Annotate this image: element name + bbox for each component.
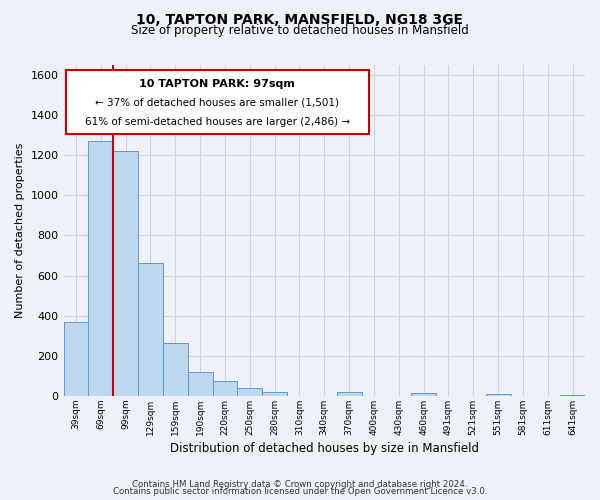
Text: Contains public sector information licensed under the Open Government Licence v3: Contains public sector information licen… bbox=[113, 487, 487, 496]
Text: ← 37% of detached houses are smaller (1,501): ← 37% of detached houses are smaller (1,… bbox=[95, 97, 340, 107]
Bar bbox=[560, 395, 585, 396]
Bar bbox=[113, 151, 138, 396]
Text: 10, TAPTON PARK, MANSFIELD, NG18 3GE: 10, TAPTON PARK, MANSFIELD, NG18 3GE bbox=[137, 12, 464, 26]
X-axis label: Distribution of detached houses by size in Mansfield: Distribution of detached houses by size … bbox=[170, 442, 479, 455]
Text: Contains HM Land Registry data © Crown copyright and database right 2024.: Contains HM Land Registry data © Crown c… bbox=[132, 480, 468, 489]
Bar bbox=[188, 372, 212, 396]
Text: Size of property relative to detached houses in Mansfield: Size of property relative to detached ho… bbox=[131, 24, 469, 37]
Text: 61% of semi-detached houses are larger (2,486) →: 61% of semi-detached houses are larger (… bbox=[85, 117, 350, 127]
Bar bbox=[485, 394, 511, 396]
Y-axis label: Number of detached properties: Number of detached properties bbox=[15, 143, 25, 318]
Bar bbox=[337, 392, 362, 396]
Bar bbox=[238, 388, 262, 396]
Text: 10 TAPTON PARK: 97sqm: 10 TAPTON PARK: 97sqm bbox=[139, 79, 295, 89]
Bar bbox=[262, 392, 287, 396]
Bar bbox=[64, 322, 88, 396]
Bar bbox=[163, 343, 188, 396]
Bar bbox=[138, 262, 163, 396]
Bar bbox=[411, 393, 436, 396]
Bar bbox=[88, 141, 113, 396]
FancyBboxPatch shape bbox=[66, 70, 368, 134]
Bar bbox=[212, 381, 238, 396]
